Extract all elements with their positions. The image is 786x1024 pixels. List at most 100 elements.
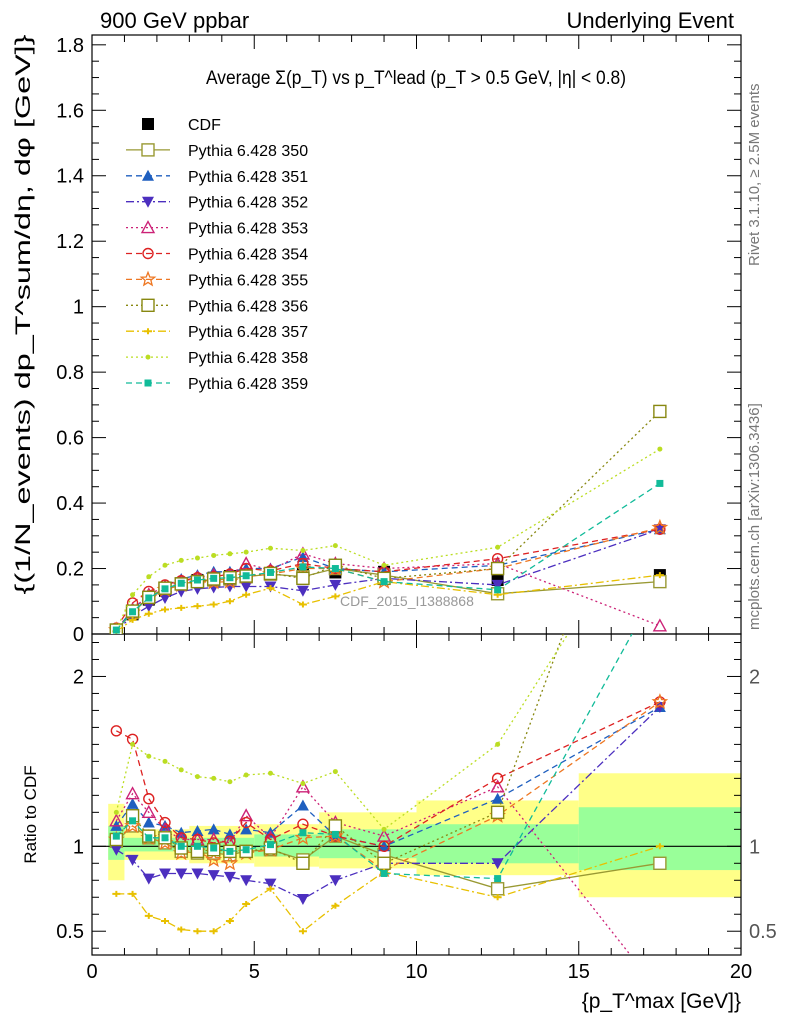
main-point-pythia-6-428-357 [331, 593, 340, 600]
ratio-point-pythia-6-428-358 [267, 770, 273, 776]
main-point-pythia-6-428-352 [159, 592, 172, 604]
band-inner-bin [416, 824, 579, 864]
ratio-point-pythia-6-428-358 [178, 767, 184, 773]
ratio-series-line-pythia-6-428-352 [115, 706, 661, 900]
ratio-point-pythia-6-428-358 [243, 772, 249, 778]
ratio-point-pythia-6-428-359 [242, 846, 250, 854]
ratio-point-pythia-6-428-352 [142, 873, 155, 885]
main-point-pythia-6-428-358 [267, 545, 273, 551]
legend-label-pythia-6-428-353: Pythia 6.428 353 [188, 221, 308, 238]
main-point-pythia-6-428-356 [296, 571, 310, 586]
ratio-point-pythia-6-428-356 [328, 819, 343, 833]
ratio-point-pythia-6-428-352 [491, 858, 504, 870]
ratio-y-tick-label: 1 [73, 836, 84, 858]
ratio-point-pythia-6-428-352 [175, 868, 188, 880]
ratio-point-pythia-6-428-357 [112, 890, 121, 897]
main-point-pythia-6-428-359 [112, 626, 120, 634]
ratio-point-pythia-6-428-357 [144, 912, 153, 919]
main-point-pythia-6-428-352 [329, 579, 342, 591]
main-point-pythia-6-428-357 [209, 601, 218, 608]
ratio-point-pythia-6-428-357 [493, 894, 502, 901]
main-point-pythia-6-428-359 [210, 574, 218, 582]
header-left-label: 900 GeV ppbar [100, 8, 250, 33]
ratio-point-pythia-6-428-354 [491, 772, 504, 785]
ratio-point-pythia-6-428-358 [130, 741, 136, 747]
ratio-point-pythia-6-428-357 [266, 885, 275, 892]
ratio-point-pythia-6-428-359 [266, 841, 274, 849]
legend-label-pythia-6-428-351: Pythia 6.428 351 [188, 169, 308, 186]
main-point-pythia-6-428-358 [495, 544, 501, 550]
ratio-point-pythia-6-428-357 [225, 918, 234, 925]
ratio-point-pythia-6-428-359 [210, 844, 218, 852]
main-y-tick-label: 0.8 [56, 362, 84, 384]
ratio-y-tick-label-right: 1 [749, 836, 760, 858]
legend-marker-pythia-6-428-354 [142, 247, 154, 260]
legend-label-pythia-6-428-356: Pythia 6.428 356 [188, 298, 308, 315]
ratio-y-tick-label: 0.5 [56, 921, 84, 943]
ratio-point-pythia-6-428-352 [264, 878, 277, 890]
main-point-pythia-6-428-357 [128, 616, 137, 623]
main-point-pythia-6-428-359 [266, 568, 274, 576]
ratio-point-pythia-6-428-359 [129, 817, 137, 825]
ratio-point-pythia-6-428-353 [109, 813, 124, 827]
main-series-line-pythia-6-428-353 [115, 553, 661, 631]
x-tick-label: 5 [249, 961, 260, 983]
main-point-pythia-6-428-359 [193, 576, 201, 584]
ratio-point-pythia-6-428-352 [110, 844, 123, 856]
main-point-pythia-6-428-359 [161, 585, 169, 593]
main-y-axis-label: {(1/N_events) dp_T^sum/dη, dφ [GeV]} [12, 35, 35, 595]
ratio-point-pythia-6-428-353 [125, 786, 140, 800]
main-point-pythia-6-428-358 [178, 557, 184, 563]
main-point-pythia-6-428-359 [129, 608, 137, 616]
ratio-point-pythia-6-428-358 [113, 809, 119, 815]
ratio-point-pythia-6-428-358 [495, 741, 501, 747]
main-point-pythia-6-428-358 [657, 446, 663, 452]
legend-marker-cdf [142, 118, 154, 130]
legend-marker-pythia-6-428-351 [142, 169, 154, 181]
ratio-point-pythia-6-428-352 [126, 854, 139, 866]
ratio-point-pythia-6-428-356 [377, 856, 391, 870]
main-point-pythia-6-428-359 [299, 563, 307, 571]
main-point-pythia-6-428-352 [653, 524, 666, 536]
main-series-line-pythia-6-428-358 [115, 448, 661, 630]
ratio-point-pythia-6-428-353 [238, 808, 254, 822]
main-y-tick-label: 1.8 [56, 35, 84, 57]
main-point-pythia-6-428-357 [655, 572, 664, 579]
x-tick-label: 15 [568, 961, 590, 983]
main-point-pythia-6-428-357 [298, 601, 307, 608]
ratio-point-pythia-6-428-352 [240, 875, 253, 887]
main-point-pythia-6-428-359 [331, 565, 339, 573]
ratio-point-pythia-6-428-358 [211, 775, 217, 781]
legend-label-pythia-6-428-357: Pythia 6.428 357 [188, 324, 308, 341]
main-plot-title: Average Σ(p_T) vs p_T^lead (p_T > 0.5 Ge… [206, 68, 626, 89]
main-point-pythia-6-428-358 [194, 555, 200, 561]
main-point-pythia-6-428-356 [490, 561, 505, 576]
ratio-point-pythia-6-428-355 [294, 828, 312, 845]
ratio-y-tick-label-right: 0.5 [749, 921, 777, 943]
ratio-series-line-pythia-6-428-356 [115, 634, 564, 865]
ratio-point-pythia-6-428-359 [193, 842, 201, 850]
ratio-point-pythia-6-428-359 [161, 834, 169, 842]
ratio-point-pythia-6-428-351 [142, 816, 155, 828]
ratio-point-pythia-6-428-350 [653, 856, 667, 870]
analysis-watermark: CDF_2015_I1388868 [340, 593, 474, 609]
main-point-pythia-6-428-355 [651, 518, 669, 535]
header-right-label: Underlying Event [566, 8, 734, 33]
legend-marker-pythia-6-428-353 [140, 220, 156, 234]
main-point-pythia-6-428-359 [145, 594, 153, 602]
ratio-point-pythia-6-428-358 [146, 753, 152, 759]
ratio-point-pythia-6-428-359 [494, 875, 502, 883]
main-point-pythia-6-428-358 [162, 562, 168, 568]
ratio-point-pythia-6-428-352 [207, 870, 220, 882]
ratio-point-pythia-6-428-351 [126, 797, 139, 809]
ratio-point-pythia-6-428-352 [159, 868, 172, 880]
legend-label-pythia-6-428-354: Pythia 6.428 354 [188, 247, 308, 264]
ratio-series-layer [107, 634, 669, 955]
main-point-pythia-6-428-359 [177, 579, 185, 587]
main-point-pythia-6-428-353 [652, 618, 668, 632]
main-point-pythia-6-428-358 [332, 543, 338, 549]
ratio-point-pythia-6-428-351 [207, 823, 220, 835]
ratio-point-pythia-6-428-353 [490, 779, 505, 793]
x-tick-label: 20 [730, 961, 752, 983]
